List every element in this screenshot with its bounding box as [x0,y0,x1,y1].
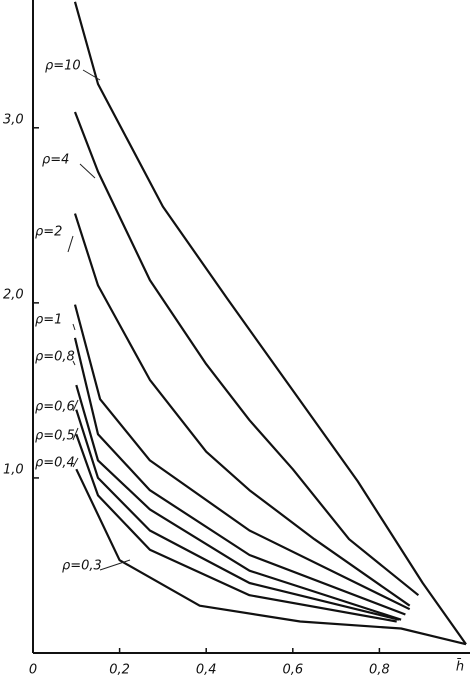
curve [73,1,467,645]
curve-label: ρ=2 [35,225,62,240]
y-tick-label: 2,0 [3,287,24,302]
leader-line [67,235,74,253]
leader-line [72,323,76,331]
curve-label: ρ=0,6 [35,400,75,415]
curve [73,111,420,597]
leader-line [79,163,96,179]
curve [73,337,406,616]
leader-line [82,69,101,81]
leader-line [99,559,131,571]
x-tick-label: 0,8 [369,663,390,678]
x-tick-label: 0,4 [196,663,217,678]
curve-label: ρ=0,4 [35,456,75,471]
curve-label: ρ=1 [35,313,62,328]
curve-label: ρ=10 [45,59,81,74]
curve-label: ρ=0,8 [35,350,75,365]
curve [75,384,402,621]
leader-line [72,457,79,468]
curve [75,409,400,621]
leader-line [72,360,76,366]
y-tick-label: 1,0 [3,462,24,477]
curve [73,304,411,611]
x-tick-label: 0 [29,663,37,678]
curve [75,468,467,646]
curve [75,433,397,623]
leader-line [72,399,79,412]
leader-line [72,427,79,441]
x-tick-label: 0,2 [109,663,130,678]
curve [73,213,411,607]
y-tick-label: 3,0 [3,112,24,127]
curve-label: ρ=0,3 [62,559,102,574]
curve-label: ρ=4 [42,153,69,168]
curve-label: ρ=0,5 [35,429,75,444]
x-tick-label: 0,6 [282,663,303,678]
x-axis-label: h̄ [456,659,464,674]
